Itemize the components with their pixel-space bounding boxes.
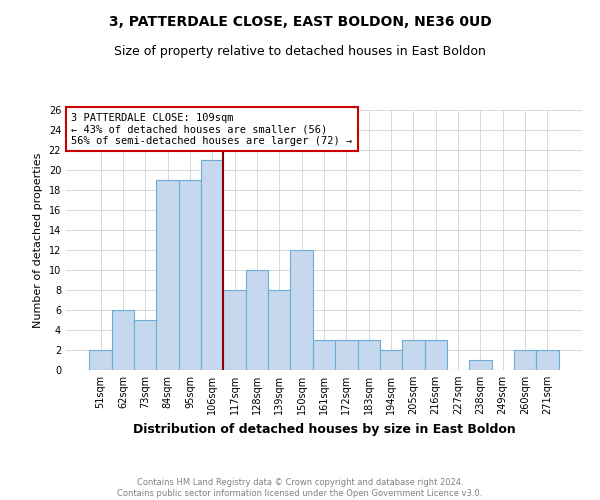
Bar [112,310,134,370]
Text: 3, PATTERDALE CLOSE, EAST BOLDON, NE36 0UD: 3, PATTERDALE CLOSE, EAST BOLDON, NE36 0… [109,15,491,29]
Bar [290,250,313,370]
Bar [134,320,157,370]
Text: 3 PATTERDALE CLOSE: 109sqm
← 43% of detached houses are smaller (56)
56% of semi: 3 PATTERDALE CLOSE: 109sqm ← 43% of deta… [71,112,352,146]
Bar [514,350,536,370]
Bar [469,360,491,370]
Bar [335,340,358,370]
Bar [246,270,268,370]
Y-axis label: Number of detached properties: Number of detached properties [33,152,43,328]
Bar [402,340,425,370]
Bar [268,290,290,370]
Bar [201,160,223,370]
Bar [179,180,201,370]
Bar [380,350,402,370]
Bar [157,180,179,370]
Bar [313,340,335,370]
Text: Contains HM Land Registry data © Crown copyright and database right 2024.
Contai: Contains HM Land Registry data © Crown c… [118,478,482,498]
Bar [223,290,246,370]
Text: Size of property relative to detached houses in East Boldon: Size of property relative to detached ho… [114,45,486,58]
Bar [89,350,112,370]
X-axis label: Distribution of detached houses by size in East Boldon: Distribution of detached houses by size … [133,422,515,436]
Bar [536,350,559,370]
Bar [358,340,380,370]
Bar [425,340,447,370]
